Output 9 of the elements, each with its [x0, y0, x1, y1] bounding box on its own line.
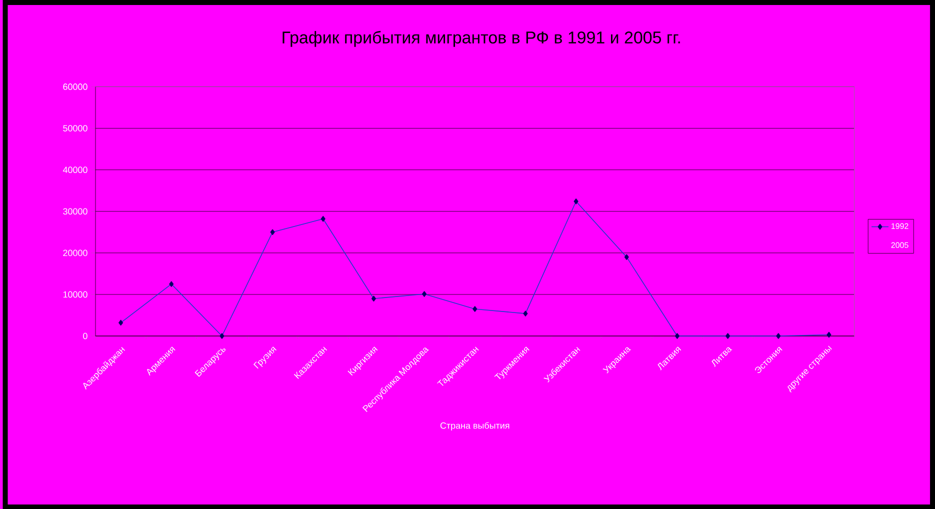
- y-tick-label: 10000: [63, 291, 88, 298]
- y-tick-label: 0: [83, 332, 88, 339]
- y-tick-label: 40000: [62, 166, 88, 173]
- y-tick-label: 50000: [63, 124, 88, 132]
- y-tick-label: 30000: [63, 208, 88, 214]
- y-tick-label: 20000: [63, 249, 88, 256]
- chart-title: График прибытия мигрантов в РФ в 1991 и 2005 гг.: [282, 30, 680, 47]
- y-tick-label: 60000: [63, 83, 88, 90]
- x-axis-title: Страна выбытия: [440, 422, 510, 430]
